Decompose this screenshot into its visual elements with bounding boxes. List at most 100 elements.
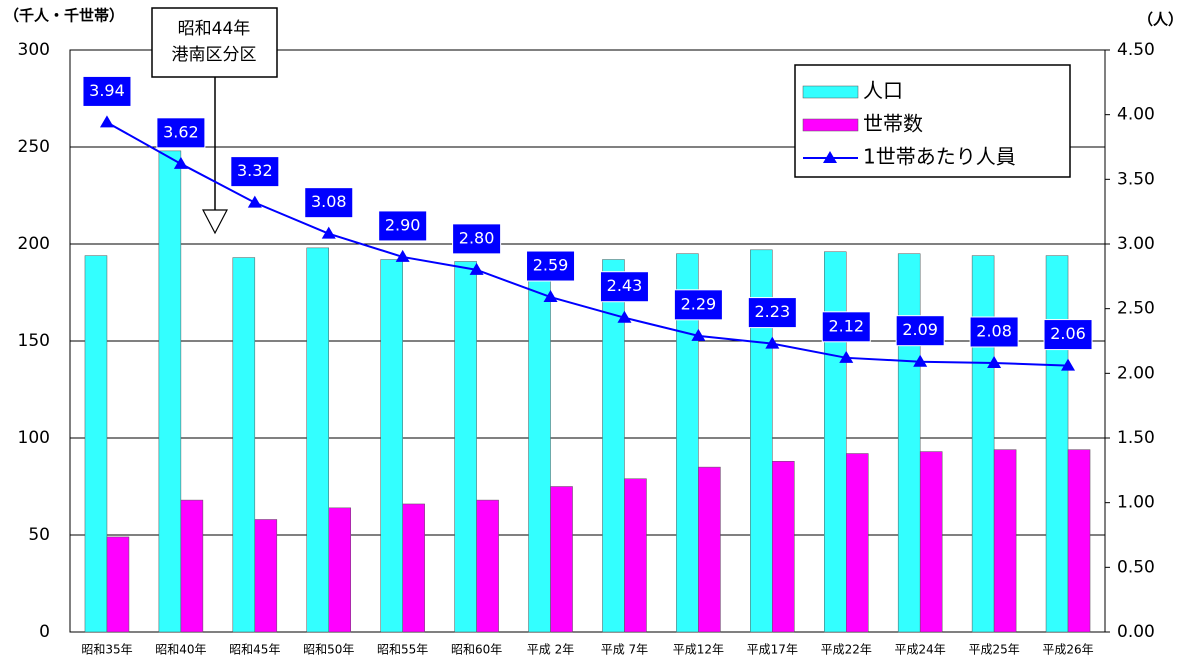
value-label: 2.43	[607, 276, 643, 295]
bar	[846, 453, 869, 633]
marker	[247, 195, 262, 208]
y-tick-label: 0	[39, 622, 50, 642]
y2-tick-label: 0.00	[1117, 622, 1155, 642]
bar	[676, 253, 699, 633]
value-label: 3.32	[237, 161, 273, 180]
x-tick-label: 平成 2年	[527, 643, 574, 657]
y-tick-label: 50	[28, 525, 50, 545]
y-tick-label: 100	[18, 428, 50, 448]
value-label: 2.23	[755, 302, 791, 321]
value-label-box	[599, 271, 649, 303]
x-tick-label: 平成25年	[968, 643, 1019, 657]
marker	[469, 262, 484, 275]
bar	[306, 247, 329, 633]
value-label-box	[452, 223, 502, 255]
x-tick-label: 昭和55年	[377, 643, 428, 657]
bar	[476, 499, 499, 633]
x-tick-label: 昭和60年	[451, 643, 502, 657]
marker	[543, 290, 558, 303]
x-tick-label: 平成22年	[821, 643, 872, 657]
bar	[254, 519, 278, 633]
y2-axis-label: （人）	[1138, 11, 1177, 29]
marker	[1061, 358, 1076, 371]
bar	[919, 451, 943, 633]
value-label: 2.59	[533, 256, 569, 275]
legend-swatch	[802, 118, 859, 132]
marker	[99, 115, 114, 128]
marker	[321, 226, 336, 239]
value-label: 2.80	[459, 228, 495, 247]
legend-swatch	[802, 85, 859, 99]
bar	[180, 499, 204, 633]
legend-label: 人口	[863, 79, 903, 103]
value-label-box	[747, 297, 797, 329]
value-label: 3.94	[89, 81, 125, 100]
value-label: 2.08	[976, 321, 1012, 340]
bar	[550, 486, 573, 633]
bar	[454, 261, 477, 633]
marker	[839, 350, 854, 363]
value-label-box	[82, 75, 132, 107]
annotation-arrowhead	[202, 209, 228, 235]
value-label: 2.09	[902, 320, 938, 339]
y2-tick-label: 1.00	[1117, 493, 1155, 513]
value-label-box	[304, 187, 354, 219]
value-label: 2.90	[385, 215, 421, 234]
value-label: 3.62	[163, 122, 199, 141]
x-tick-label: 平成24年	[895, 643, 946, 657]
bar	[328, 507, 351, 633]
annotation-text: 港南区分区	[172, 45, 257, 65]
value-label-box	[526, 250, 576, 282]
x-tick-label: 平成17年	[747, 643, 798, 657]
bar	[824, 251, 847, 633]
value-label: 2.06	[1050, 324, 1086, 343]
bar	[232, 257, 256, 633]
marker	[173, 156, 188, 169]
value-label-box	[1043, 319, 1093, 351]
marker	[765, 336, 780, 349]
x-tick-label: 昭和45年	[229, 643, 280, 657]
y2-tick-label: 2.00	[1117, 363, 1155, 383]
x-tick-label: 平成 7年	[601, 643, 648, 657]
bar	[602, 259, 625, 633]
y-axis-label: （千人・千世帯）	[4, 7, 124, 25]
bar	[402, 503, 425, 633]
marker	[691, 328, 706, 341]
x-tick-label: 昭和40年	[155, 643, 206, 657]
y2-tick-label: 3.00	[1117, 234, 1155, 254]
bar	[380, 259, 403, 633]
bar	[993, 449, 1017, 633]
value-label-box	[895, 315, 945, 347]
marker	[913, 354, 928, 367]
plot-frame	[69, 49, 1106, 633]
legend-label: 1世帯あたり人員	[863, 145, 1016, 169]
bar	[1045, 255, 1069, 633]
y2-tick-label: 2.50	[1117, 299, 1155, 319]
annotation-text: 昭和44年	[178, 19, 251, 39]
bar	[698, 466, 721, 633]
value-label-box	[969, 316, 1019, 348]
value-label-box	[156, 117, 206, 149]
y-tick-label: 200	[18, 234, 50, 254]
bar	[106, 536, 130, 633]
bar	[772, 461, 795, 633]
y-tick-label: 250	[18, 137, 50, 157]
value-label-box	[821, 311, 871, 343]
x-tick-label: 昭和35年	[81, 643, 132, 657]
value-label-box	[378, 210, 428, 242]
marker	[987, 355, 1002, 368]
legend-marker	[823, 151, 837, 163]
value-label: 2.29	[681, 294, 717, 313]
y2-tick-label: 4.50	[1117, 40, 1155, 60]
y-tick-label: 300	[18, 40, 50, 60]
y2-tick-label: 4.00	[1117, 105, 1155, 125]
annotation-box	[151, 7, 278, 78]
bar	[1067, 449, 1091, 633]
line	[106, 121, 1069, 367]
marker	[617, 310, 632, 323]
bar	[897, 253, 921, 633]
bar	[624, 478, 647, 633]
marker	[395, 249, 410, 262]
value-label-box	[673, 289, 723, 321]
